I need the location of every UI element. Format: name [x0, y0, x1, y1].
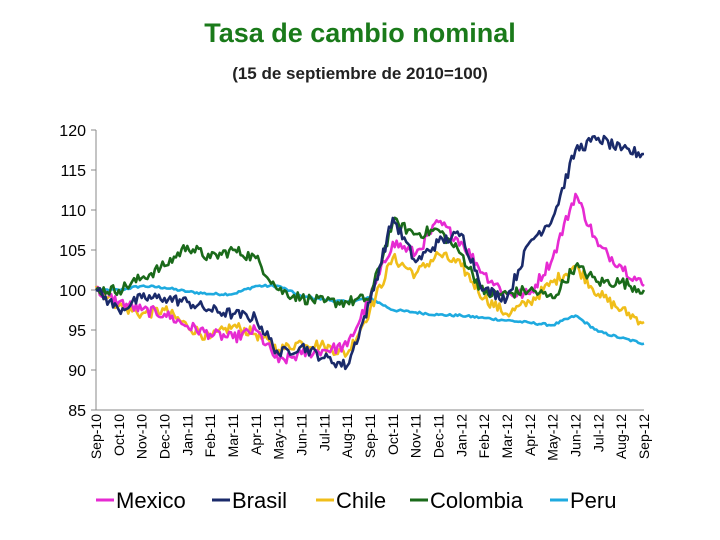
- x-tick-label: Jan-11: [179, 414, 195, 456]
- y-tick-label: 110: [60, 203, 86, 220]
- series-line-brasil: [95, 134, 645, 371]
- legend-label-peru: Peru: [570, 488, 616, 513]
- legend-label-colombia: Colombia: [430, 488, 524, 513]
- x-tick-label: May-12: [545, 414, 561, 461]
- x-tick-label: Jun-11: [294, 414, 310, 456]
- axes: 85 90 95 100 105 110 115 120: [59, 123, 644, 420]
- x-tick-label: Dec-11: [431, 414, 447, 458]
- x-axis-ticks: Sep-10 Oct-10 Nov-10 Dec-10 Jan-11 Feb-11 Mar-…: [88, 414, 652, 461]
- y-tick-label: 95: [68, 323, 86, 340]
- y-tick-label: 120: [59, 123, 86, 140]
- series-lines: [94, 134, 646, 371]
- x-tick-label: Aug-12: [613, 414, 629, 459]
- x-tick-label: Aug-11: [339, 414, 355, 458]
- legend-label-mexico: Mexico: [116, 488, 186, 513]
- x-tick-label: Sep-11: [362, 414, 378, 458]
- chart-subtitle: (15 de septiembre de 2010=100): [232, 64, 488, 83]
- y-tick-label: 115: [60, 163, 86, 180]
- y-tick-label: 100: [59, 283, 86, 300]
- x-tick-label: Nov-10: [134, 414, 150, 459]
- x-tick-label: Mar-11: [225, 414, 241, 458]
- legend: Mexico Brasil Chile Colombia Peru: [96, 488, 616, 513]
- x-tick-label: Apr-11: [248, 414, 264, 455]
- x-tick-label: Apr-12: [522, 414, 538, 456]
- x-tick-label: Oct-10: [111, 414, 127, 456]
- x-tick-label: Jan-12: [453, 414, 469, 457]
- x-tick-label: Oct-11: [385, 414, 401, 455]
- x-tick-label: Jun-12: [568, 414, 584, 457]
- legend-label-chile: Chile: [336, 488, 386, 513]
- chart-title: Tasa de cambio nominal: [204, 18, 516, 48]
- y-tick-label: 105: [59, 243, 86, 260]
- legend-label-brasil: Brasil: [232, 488, 287, 513]
- x-tick-label: Nov-11: [408, 414, 424, 458]
- x-tick-label: Jul-12: [590, 414, 606, 452]
- x-tick-label: Jul-11: [316, 414, 332, 451]
- x-tick-label: Feb-12: [476, 414, 492, 459]
- x-tick-label: Mar-12: [499, 414, 515, 459]
- x-tick-label: Dec-10: [157, 414, 173, 459]
- x-tick-label: Sep-12: [636, 414, 652, 459]
- x-tick-label: Sep-10: [88, 414, 104, 459]
- y-tick-label: 85: [68, 403, 86, 420]
- x-tick-label: May-11: [271, 414, 287, 460]
- y-tick-label: 90: [68, 363, 86, 380]
- x-tick-label: Feb-11: [202, 414, 218, 458]
